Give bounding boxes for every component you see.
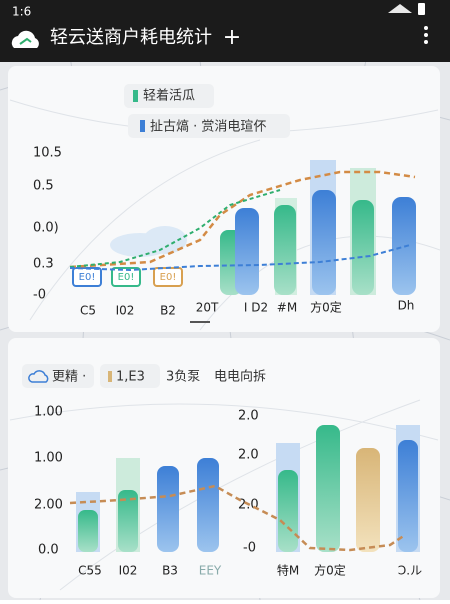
x-label: EEY <box>199 564 222 578</box>
bar <box>398 440 418 552</box>
x-label: I02 <box>116 304 135 318</box>
y-label: 0.5 <box>33 179 54 194</box>
y-label: 1.00 <box>34 405 63 420</box>
legend-chip[interactable] <box>100 364 160 388</box>
bars <box>220 160 416 295</box>
bar <box>352 200 374 295</box>
y-label: -0 <box>33 288 46 303</box>
x-label: B3 <box>162 564 178 578</box>
legend-label: 扯古熇 · 赏消电瑄伓 <box>150 119 266 135</box>
cart-label: E0! <box>160 272 177 283</box>
y-label: 2.00 <box>34 498 63 513</box>
bar <box>157 466 179 552</box>
x-label: Ͻ.ル <box>398 564 422 578</box>
y-label: 2.0 <box>238 409 259 424</box>
trend-line <box>69 484 406 552</box>
y-label: 10.5 <box>33 146 62 161</box>
legend-label[interactable]: 3负泵 <box>166 370 200 385</box>
status-icons <box>388 3 425 15</box>
x-label: Dh <box>398 299 415 313</box>
status-time: 1:6 <box>12 5 31 19</box>
y-labels-left: 1.00 1.00 2.00 0.0 <box>34 405 63 558</box>
x-label: 方0定 <box>314 563 346 578</box>
bar <box>356 448 380 552</box>
legend-chip[interactable] <box>124 84 214 108</box>
legend-swatch <box>140 120 145 132</box>
legend-label: 更精 · <box>52 370 86 385</box>
y-label: 0.0) <box>33 221 59 236</box>
y-label: 0.0 <box>38 543 59 558</box>
cloud-icon-mark <box>19 37 32 45</box>
top-bar <box>0 0 450 62</box>
y-label: 2.0 <box>238 448 259 463</box>
y-label: 1.00 <box>34 451 63 466</box>
app-title: 轻云送商户耗电统计 <box>50 27 212 48</box>
y-label: 0.3 <box>33 257 54 272</box>
bar <box>197 458 219 552</box>
legend-icon <box>28 370 49 383</box>
x-label: 特M <box>277 563 299 578</box>
legend-label: 轻着活瓜 <box>143 88 195 104</box>
x-label: I D2 <box>244 301 268 315</box>
x-label: C55 <box>78 564 102 578</box>
x-label: 20T <box>196 301 219 315</box>
trend-line <box>69 244 411 272</box>
bar <box>274 205 296 295</box>
bar <box>78 510 98 552</box>
cart-label: E0! <box>79 272 96 283</box>
legend-label[interactable]: 电电向拆 <box>214 369 266 385</box>
y-labels: 10.5 0.5 0.0) 0.3 -0 <box>33 146 62 303</box>
x-label: B2 <box>160 304 176 318</box>
legend-chip[interactable] <box>128 114 290 138</box>
legend-label: 1,E3 <box>116 370 145 385</box>
bar <box>235 208 259 295</box>
add-button[interactable]: + <box>223 25 241 50</box>
cart <box>111 267 141 287</box>
trend-line <box>69 170 416 269</box>
trend-line <box>69 189 281 268</box>
x-label: I02 <box>119 564 138 578</box>
cart-label: E0! <box>118 272 135 283</box>
legend-swatch <box>108 371 112 382</box>
bar <box>316 425 340 552</box>
carts: E0! E0! E0! <box>72 267 183 287</box>
bar <box>278 470 298 552</box>
bar <box>312 190 336 295</box>
x-labels: C5 I02 B2 20T I D2 #M 方0定 Dh <box>80 299 414 318</box>
bar <box>118 490 138 552</box>
x-label: #M <box>277 301 297 315</box>
x-labels: C55 I02 B3 EEY 特M 方0定 Ͻ.ル <box>78 563 422 578</box>
x-label: 方0定 <box>310 300 342 315</box>
x-label: C5 <box>80 304 96 318</box>
legend-swatch <box>133 90 138 102</box>
menu-button[interactable] <box>424 26 428 44</box>
y-label: -0 <box>243 541 256 556</box>
bars <box>76 425 420 552</box>
